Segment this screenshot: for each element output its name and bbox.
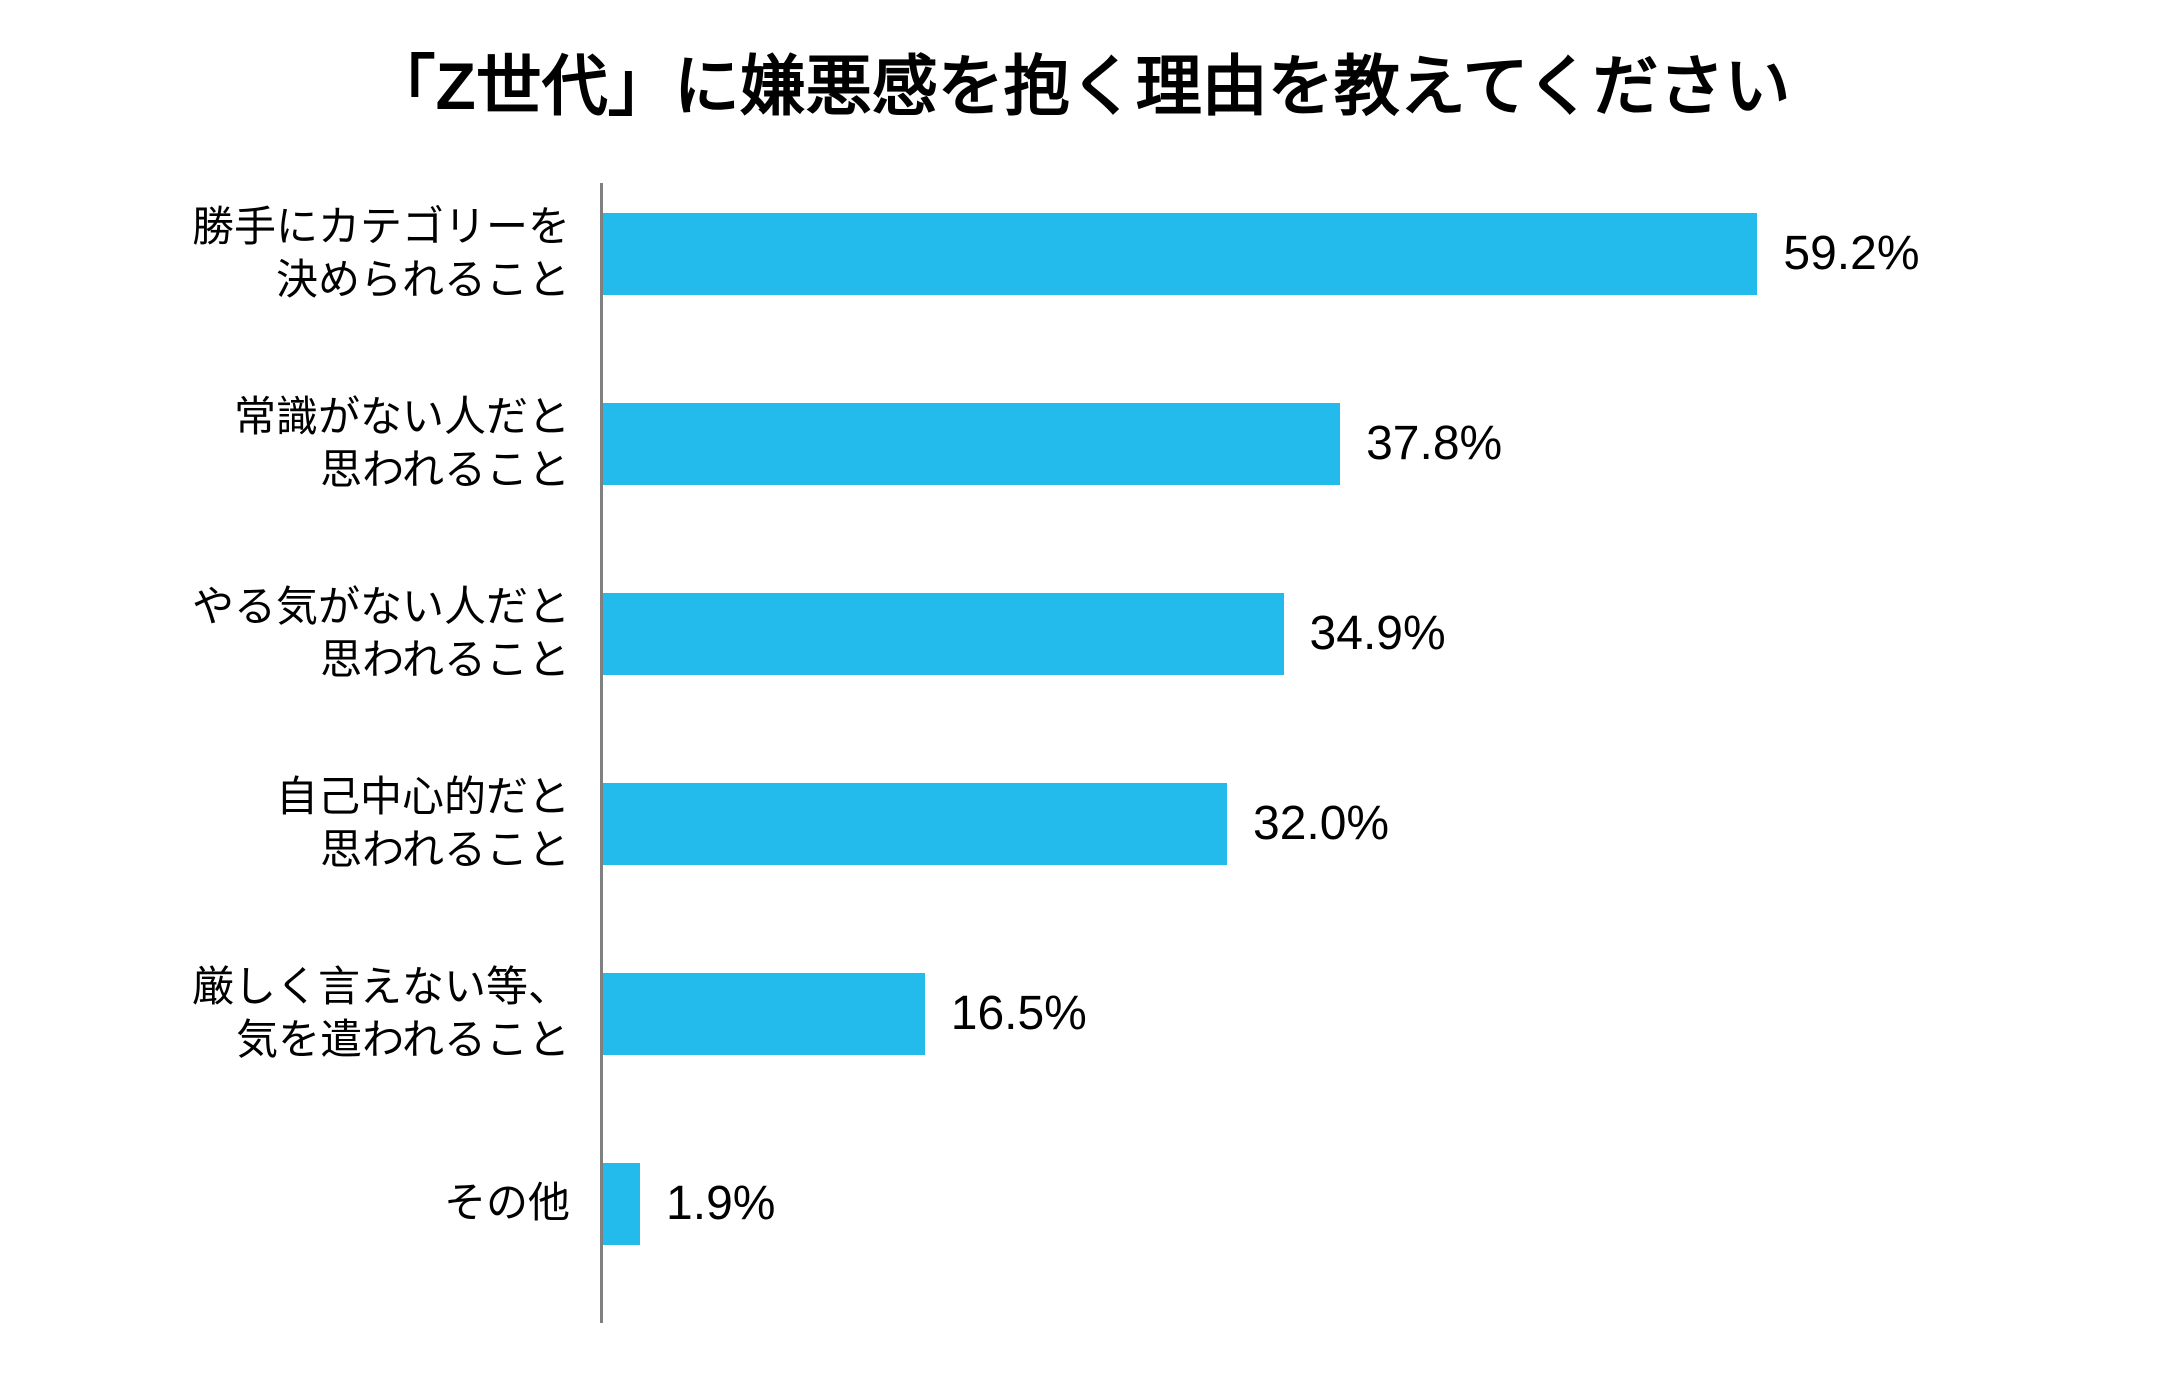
chart-title-wrap: 「Z世代」に嫌悪感を抱く理由を教えてください (100, 50, 2060, 123)
bar (603, 593, 1284, 675)
category-label: 厳しく言えない等、 気を遣われること (100, 961, 600, 1066)
chart-title: 「Z世代」に嫌悪感を抱く理由を教えてください (369, 50, 1790, 123)
bar-area: 16.5% (603, 973, 2060, 1055)
chart-row: やる気がない人だと 思われること34.9% (100, 593, 2060, 675)
value-label: 1.9% (666, 1176, 775, 1231)
chart-plot: 勝手にカテゴリーを 決められること59.2%常識がない人だと 思われること37.… (100, 183, 2060, 1323)
category-label: その他 (100, 1177, 600, 1230)
bar (603, 213, 1757, 295)
chart-row: 自己中心的だと 思われること32.0% (100, 783, 2060, 865)
y-axis-line (600, 183, 603, 1323)
value-label: 37.8% (1366, 416, 1502, 471)
bar-area: 32.0% (603, 783, 2060, 865)
bar (603, 783, 1227, 865)
chart-row: 常識がない人だと 思われること37.8% (100, 403, 2060, 485)
value-label: 34.9% (1310, 606, 1446, 661)
value-label: 32.0% (1253, 796, 1389, 851)
chart-row: その他 1.9% (100, 1163, 2060, 1245)
bar-area: 34.9% (603, 593, 2060, 675)
bar-chart: 「Z世代」に嫌悪感を抱く理由を教えてください 勝手にカテゴリーを 決められること… (0, 0, 2160, 1394)
chart-row: 勝手にカテゴリーを 決められること59.2% (100, 213, 2060, 295)
bar (603, 973, 925, 1055)
chart-title-text: 「Z世代」に嫌悪感を抱く理由を教えてください (369, 49, 1790, 123)
category-label: 勝手にカテゴリーを 決められること (100, 201, 600, 306)
chart-row: 厳しく言えない等、 気を遣われること16.5% (100, 973, 2060, 1055)
value-label: 16.5% (951, 986, 1087, 1041)
bar (603, 403, 1340, 485)
bar-area: 37.8% (603, 403, 2060, 485)
category-label: 常識がない人だと 思われること (100, 391, 600, 496)
bar (603, 1163, 640, 1245)
bar-area: 1.9% (603, 1163, 2060, 1245)
bar-area: 59.2% (603, 213, 2060, 295)
category-label: 自己中心的だと 思われること (100, 771, 600, 876)
value-label: 59.2% (1783, 226, 1919, 281)
category-label: やる気がない人だと 思われること (100, 581, 600, 686)
